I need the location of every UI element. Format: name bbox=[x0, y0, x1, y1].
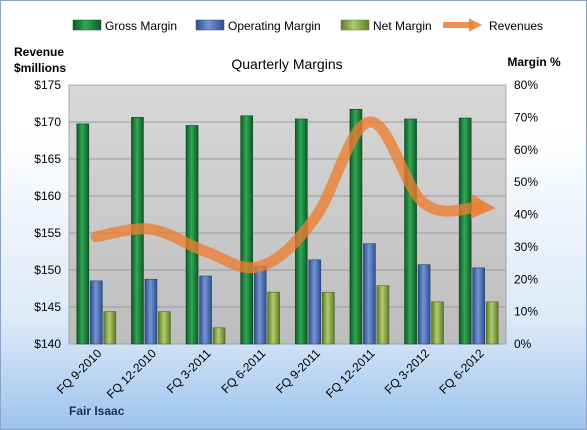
operating-margin-bar[interactable] bbox=[417, 264, 431, 345]
chart-title: Quarterly Margins bbox=[231, 56, 342, 72]
left-axis-title-line2: $millions bbox=[14, 61, 66, 75]
right-tick-label: 40% bbox=[514, 208, 538, 222]
x-tick-label: FQ 9-2010 bbox=[54, 346, 105, 397]
right-axis: 0% 10% 20% 30% 40% 50% 60% 70% 80% bbox=[514, 78, 538, 351]
right-tick-label: 50% bbox=[514, 175, 538, 189]
net-margin-bar[interactable] bbox=[431, 301, 444, 345]
gross-margin-bar[interactable] bbox=[240, 115, 253, 345]
legend-label-net-margin: Net Margin bbox=[373, 19, 432, 33]
gross-margin-bar[interactable] bbox=[458, 117, 472, 345]
net-margin-bar[interactable] bbox=[212, 327, 226, 345]
legend-label-revenues: Revenues bbox=[489, 19, 543, 33]
left-tick-label: $155 bbox=[34, 226, 61, 240]
x-tick-label: FQ 12-2011 bbox=[323, 346, 378, 401]
legend-item-operating-margin[interactable]: Operating Margin bbox=[195, 19, 321, 33]
net-margin-bar[interactable] bbox=[103, 311, 117, 345]
right-tick-label: 20% bbox=[514, 272, 538, 286]
operating-margin-bar[interactable] bbox=[308, 259, 322, 345]
operating-margin-bar[interactable] bbox=[90, 280, 103, 345]
left-axis-title-line1: Revenue bbox=[14, 45, 64, 59]
gross-margin-bar[interactable] bbox=[76, 123, 90, 345]
right-tick-label: 70% bbox=[514, 110, 538, 124]
legend: Gross Margin Operating Margin Net Margin… bbox=[72, 18, 543, 33]
gross-margin-bar[interactable] bbox=[185, 125, 199, 345]
net-margin-bar[interactable] bbox=[376, 285, 390, 345]
company-label: Fair Isaac bbox=[69, 404, 125, 418]
gross-margin-bar[interactable] bbox=[404, 118, 417, 345]
left-tick-label: $140 bbox=[34, 337, 61, 351]
x-tick-label: FQ 6-2011 bbox=[218, 346, 268, 396]
x-tick-label: FQ 3-2011 bbox=[164, 346, 214, 396]
x-tick-label: FQ 9-2011 bbox=[273, 346, 323, 396]
left-tick-label: $175 bbox=[34, 78, 61, 92]
right-tick-label: 30% bbox=[514, 240, 538, 254]
left-tick-label: $170 bbox=[34, 115, 61, 129]
net-margin-bar[interactable] bbox=[485, 301, 499, 345]
left-tick-label: $145 bbox=[34, 300, 61, 314]
right-tick-label: 80% bbox=[514, 78, 538, 92]
x-tick-label: FQ 6-2012 bbox=[436, 346, 487, 397]
bars bbox=[76, 108, 499, 345]
right-tick-label: 10% bbox=[514, 305, 538, 319]
net-margin-bar[interactable] bbox=[267, 291, 280, 345]
right-tick-label: 0% bbox=[514, 337, 532, 351]
left-tick-label: $165 bbox=[34, 152, 61, 166]
x-tick-label: FQ 12-2010 bbox=[104, 346, 159, 401]
left-tick-label: $150 bbox=[34, 263, 61, 277]
net-margin-bar[interactable] bbox=[322, 291, 335, 345]
left-axis: $140 $145 $150 $155 $160 $165 $170 $175 bbox=[34, 78, 61, 351]
right-axis-title: Margin % bbox=[507, 55, 561, 69]
legend-item-gross-margin[interactable]: Gross Margin bbox=[72, 19, 177, 33]
left-tick-label: $160 bbox=[34, 189, 61, 203]
legend-item-net-margin[interactable]: Net Margin bbox=[340, 19, 432, 33]
operating-margin-bar[interactable] bbox=[363, 243, 376, 345]
net-margin-bar[interactable] bbox=[158, 311, 171, 345]
x-tick-label: FQ 3-2012 bbox=[382, 346, 433, 397]
revenues-line[interactable] bbox=[90, 116, 496, 274]
legend-label-gross-margin: Gross Margin bbox=[105, 19, 177, 33]
gross-margin-bar[interactable] bbox=[349, 108, 363, 345]
operating-margin-bar[interactable] bbox=[199, 275, 212, 345]
legend-item-revenues[interactable]: Revenues bbox=[443, 18, 543, 33]
legend-label-operating-margin: Operating Margin bbox=[228, 19, 321, 33]
operating-margin-bar[interactable] bbox=[144, 278, 158, 345]
operating-margin-bar[interactable] bbox=[472, 267, 485, 345]
right-tick-label: 60% bbox=[514, 143, 538, 157]
operating-margin-bar[interactable] bbox=[253, 265, 267, 345]
x-axis: FQ 9-2010 FQ 12-2010 FQ 3-2011 FQ 6-2011 FQ … bbox=[54, 346, 487, 401]
revenues-line-group bbox=[90, 116, 496, 274]
